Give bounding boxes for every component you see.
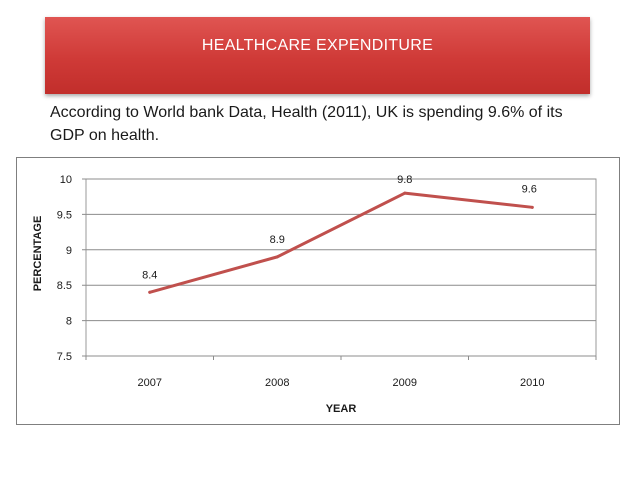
y-tick-label: 8.5 (57, 280, 72, 292)
y-tick-label: 9.5 (57, 209, 72, 221)
x-axis-title: YEAR (326, 403, 357, 415)
y-tick-label: 7.5 (57, 351, 72, 363)
x-tick-label: 2007 (138, 377, 162, 389)
x-tick-label: 2010 (520, 377, 544, 389)
data-label: 9.8 (397, 174, 412, 186)
page-title: HEALTHCARE EXPENDITURE (201, 36, 434, 54)
x-tick-label: 2009 (393, 377, 417, 389)
title-banner: HEALTHCARE EXPENDITURE (45, 17, 590, 94)
plot-area (85, 178, 597, 357)
data-label: 8.4 (142, 269, 157, 281)
y-tick-label: 9 (66, 245, 72, 257)
series-line (148, 191, 534, 294)
data-label: 8.9 (270, 234, 285, 246)
y-tick-label: 8 (66, 316, 72, 328)
data-label: 9.6 (522, 183, 537, 195)
x-tick-label: 2008 (265, 377, 289, 389)
data-point (275, 255, 279, 259)
data-point (403, 191, 407, 195)
data-point (148, 290, 152, 294)
y-axis-title: PERCENTAGE (32, 216, 44, 292)
data-point (530, 205, 534, 209)
y-tick-label: 10 (60, 174, 72, 186)
subtitle-text: According to World bank Data, Health (20… (50, 104, 563, 144)
